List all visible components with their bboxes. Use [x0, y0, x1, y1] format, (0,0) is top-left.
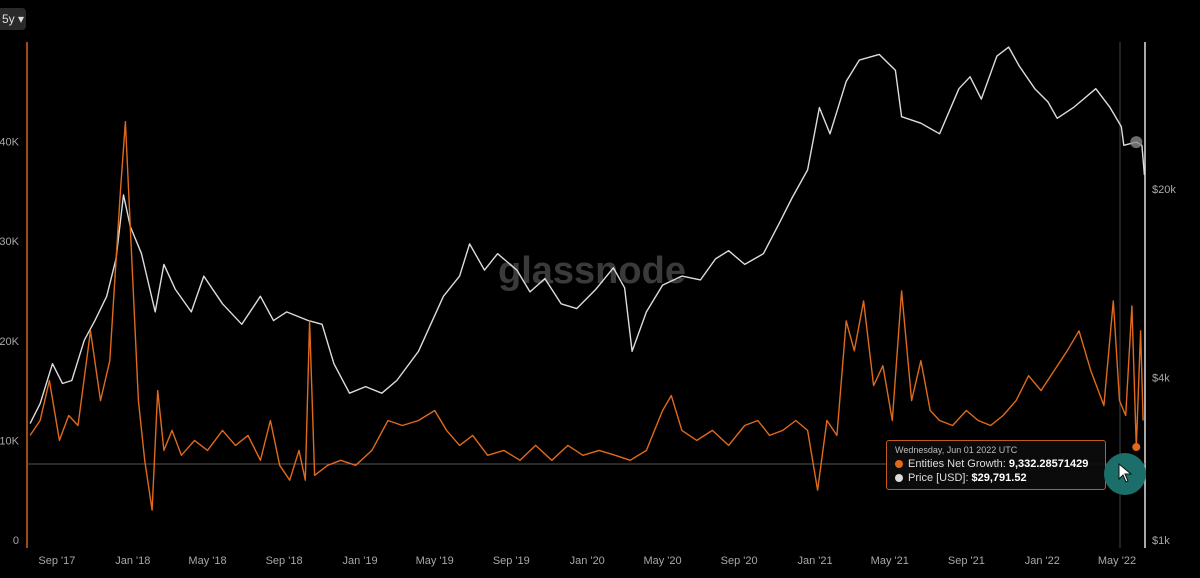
- x-tick-label: May '21: [871, 555, 909, 567]
- tooltip-price-value: $29,791.52: [971, 472, 1027, 484]
- x-tick-label: Sep '20: [721, 555, 758, 567]
- x-axis: Sep '17 Jan '18 May '18 Sep '18 Jan '19 May '…: [38, 555, 1136, 567]
- watermark-logo: glassnode: [498, 250, 686, 292]
- tooltip-price-label: Price [USD]:: [908, 472, 969, 484]
- mouse-cursor: [1104, 453, 1146, 495]
- cursor-arrow-icon: [1118, 463, 1132, 483]
- y-left-tick-label: 40K: [0, 137, 20, 149]
- y-left-tick-label: 20K: [0, 336, 20, 348]
- hover-growth-marker: [1132, 443, 1141, 452]
- y-right-tick-label: $20k: [1152, 184, 1176, 196]
- time-range-dropdown[interactable]: 5y ▾: [0, 8, 26, 30]
- x-tick-label: Jan '18: [115, 555, 150, 567]
- x-tick-label: Jan '21: [798, 555, 833, 567]
- x-tick-label: Jan '20: [570, 555, 605, 567]
- y-left-tick-label: 30K: [0, 236, 20, 248]
- x-tick-label: Jan '19: [342, 555, 377, 567]
- price-legend-dot: [895, 474, 903, 482]
- price-usd-line: [29, 46, 1146, 424]
- y-right-tick-label: $1k: [1152, 535, 1170, 547]
- x-tick-label: Sep '18: [266, 555, 303, 567]
- x-tick-label: May '20: [643, 555, 681, 567]
- tooltip-growth-label: Entities Net Growth:: [908, 458, 1006, 470]
- x-tick-label: May '18: [188, 555, 226, 567]
- y-axis-left: 0 10K 20K 30K 40K: [0, 137, 20, 547]
- x-tick-label: Sep '21: [948, 555, 985, 567]
- chart-tooltip: Wednesday, Jun 01 2022 UTC Entities Net …: [886, 440, 1106, 490]
- x-tick-label: Sep '19: [493, 555, 530, 567]
- x-tick-label: May '22: [1098, 555, 1136, 567]
- tooltip-date: Wednesday, Jun 01 2022 UTC: [895, 445, 1018, 455]
- x-tick-label: Jan '22: [1025, 555, 1060, 567]
- tooltip-growth-value: 9,332.28571429: [1008, 458, 1089, 470]
- tooltip-row-growth: Entities Net Growth: 9,332.28571429: [895, 458, 1097, 470]
- hover-price-marker: [1130, 136, 1143, 149]
- x-tick-label: Sep '17: [38, 555, 75, 567]
- y-left-tick-label: 10K: [0, 435, 20, 447]
- y-axis-right: $1k $4k $20k: [1152, 184, 1176, 547]
- tooltip-row-price: Price [USD]: $29,791.52: [895, 472, 1097, 484]
- growth-legend-dot: [895, 460, 903, 468]
- entities-net-growth-line: [29, 120, 1144, 511]
- x-tick-label: May '19: [416, 555, 454, 567]
- y-left-tick-label: 0: [13, 535, 19, 547]
- series-layer: [29, 46, 1146, 511]
- y-right-tick-label: $4k: [1152, 373, 1170, 385]
